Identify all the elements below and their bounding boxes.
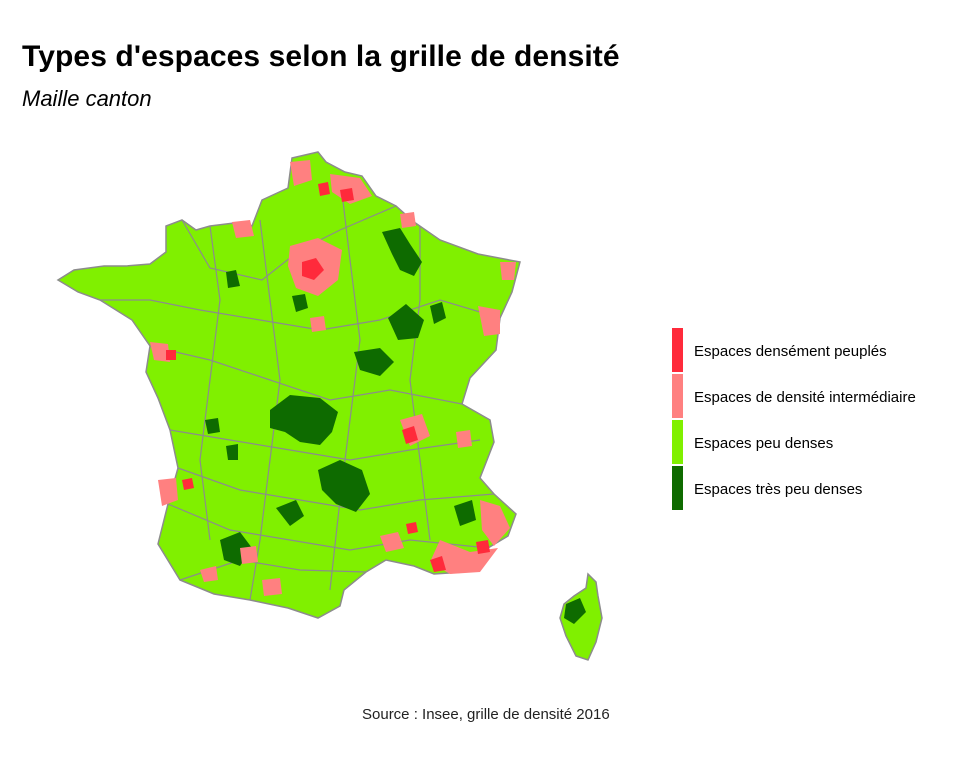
- legend-label-intermediate: Espaces de densité intermédiaire: [694, 389, 916, 406]
- legend-swatch-dense: [672, 328, 683, 372]
- map-title: Types d'espaces selon la grille de densi…: [22, 40, 620, 73]
- source-caption: Source : Insee, grille de densité 2016: [362, 706, 610, 723]
- very-sparse-areas: [205, 228, 586, 624]
- dense-areas: [166, 182, 490, 572]
- legend-label-dense: Espaces densément peuplés: [694, 343, 887, 360]
- legend-label-sparse: Espaces peu denses: [694, 435, 834, 452]
- legend-swatch-very-sparse: [672, 466, 683, 510]
- legend-swatch-sparse: [672, 420, 683, 464]
- department-borders: [100, 175, 501, 601]
- legend-label-very-sparse: Espaces très peu denses: [694, 481, 863, 498]
- legend-swatch-intermediate: [672, 374, 683, 418]
- map-subtitle: Maille canton: [22, 86, 152, 111]
